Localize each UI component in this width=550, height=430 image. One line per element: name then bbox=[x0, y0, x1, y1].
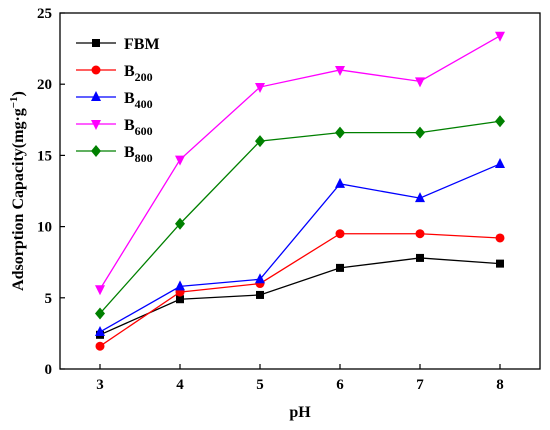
series-b800 bbox=[95, 115, 505, 320]
series-line bbox=[99, 257, 501, 336]
legend-label: FBM bbox=[124, 36, 160, 53]
y-tick-label: 0 bbox=[45, 362, 53, 378]
data-point bbox=[175, 217, 185, 230]
legend: FBM B200 B400 B600 B800 bbox=[76, 36, 160, 165]
x-tick-label: 3 bbox=[96, 377, 104, 393]
data-point bbox=[415, 229, 425, 239]
data-point bbox=[255, 135, 265, 148]
legend-marker bbox=[91, 145, 101, 157]
series-b400 bbox=[95, 157, 505, 336]
series-line bbox=[99, 35, 501, 290]
series-line bbox=[99, 233, 501, 347]
legend-label: B200 bbox=[124, 63, 153, 84]
data-point bbox=[336, 263, 344, 272]
series-layer bbox=[95, 31, 505, 351]
data-point bbox=[415, 126, 425, 139]
y-tick-label: 15 bbox=[37, 148, 52, 164]
data-point bbox=[95, 325, 105, 336]
data-point bbox=[495, 115, 505, 128]
plot-frame bbox=[59, 12, 541, 370]
legend-item-fbm: FBM bbox=[76, 36, 160, 53]
data-point bbox=[495, 31, 505, 42]
data-point bbox=[335, 65, 345, 76]
legend-item-b600: B600 bbox=[76, 117, 153, 138]
y-tick-label: 20 bbox=[37, 77, 52, 93]
y-tick-label: 5 bbox=[45, 291, 53, 307]
series-b600 bbox=[95, 31, 505, 296]
legend-item-b400: B400 bbox=[76, 90, 153, 111]
legend-label: B800 bbox=[124, 144, 153, 165]
series-b200 bbox=[95, 229, 505, 351]
data-point bbox=[175, 155, 185, 166]
data-point bbox=[335, 177, 345, 188]
legend-marker bbox=[92, 39, 100, 47]
axis-ticks: 3 4 5 6 7 8 0 5 10 15 20 25 bbox=[37, 6, 504, 393]
x-tick-label: 5 bbox=[256, 377, 264, 393]
legend-label: B600 bbox=[124, 117, 153, 138]
data-point bbox=[335, 229, 345, 239]
data-point bbox=[255, 273, 265, 284]
data-point bbox=[496, 259, 504, 268]
y-axis-title-end: ) bbox=[10, 91, 27, 96]
data-point bbox=[95, 307, 105, 320]
x-tick-label: 7 bbox=[416, 377, 424, 393]
legend-marker bbox=[91, 120, 101, 130]
legend-marker bbox=[91, 65, 101, 75]
data-point bbox=[175, 280, 185, 291]
legend-item-b200: B200 bbox=[76, 63, 153, 84]
data-point bbox=[256, 290, 264, 299]
y-tick-label: 25 bbox=[37, 6, 52, 22]
series-fbm bbox=[96, 253, 504, 339]
series-line bbox=[99, 120, 501, 314]
series-line bbox=[99, 163, 501, 333]
data-point bbox=[495, 157, 505, 168]
legend-label: B400 bbox=[124, 90, 153, 111]
data-point bbox=[495, 233, 505, 243]
data-point bbox=[176, 295, 184, 304]
y-axis-title: Adsorption Capacity(mg·g−1) bbox=[8, 91, 27, 291]
legend-marker bbox=[91, 91, 101, 101]
y-axis-title-superscript: −1 bbox=[8, 96, 20, 108]
legend-item-b800: B800 bbox=[76, 144, 153, 165]
data-point bbox=[335, 126, 345, 139]
data-point bbox=[95, 285, 105, 296]
x-tick-label: 6 bbox=[336, 377, 344, 393]
x-axis-title: pH bbox=[289, 404, 311, 421]
data-point bbox=[416, 253, 424, 262]
x-tick-label: 8 bbox=[496, 377, 504, 393]
data-point bbox=[95, 341, 105, 351]
y-tick-label: 10 bbox=[37, 220, 52, 236]
data-point bbox=[415, 192, 425, 203]
data-point bbox=[415, 77, 425, 88]
data-point bbox=[255, 83, 265, 94]
x-tick-label: 4 bbox=[176, 377, 184, 393]
